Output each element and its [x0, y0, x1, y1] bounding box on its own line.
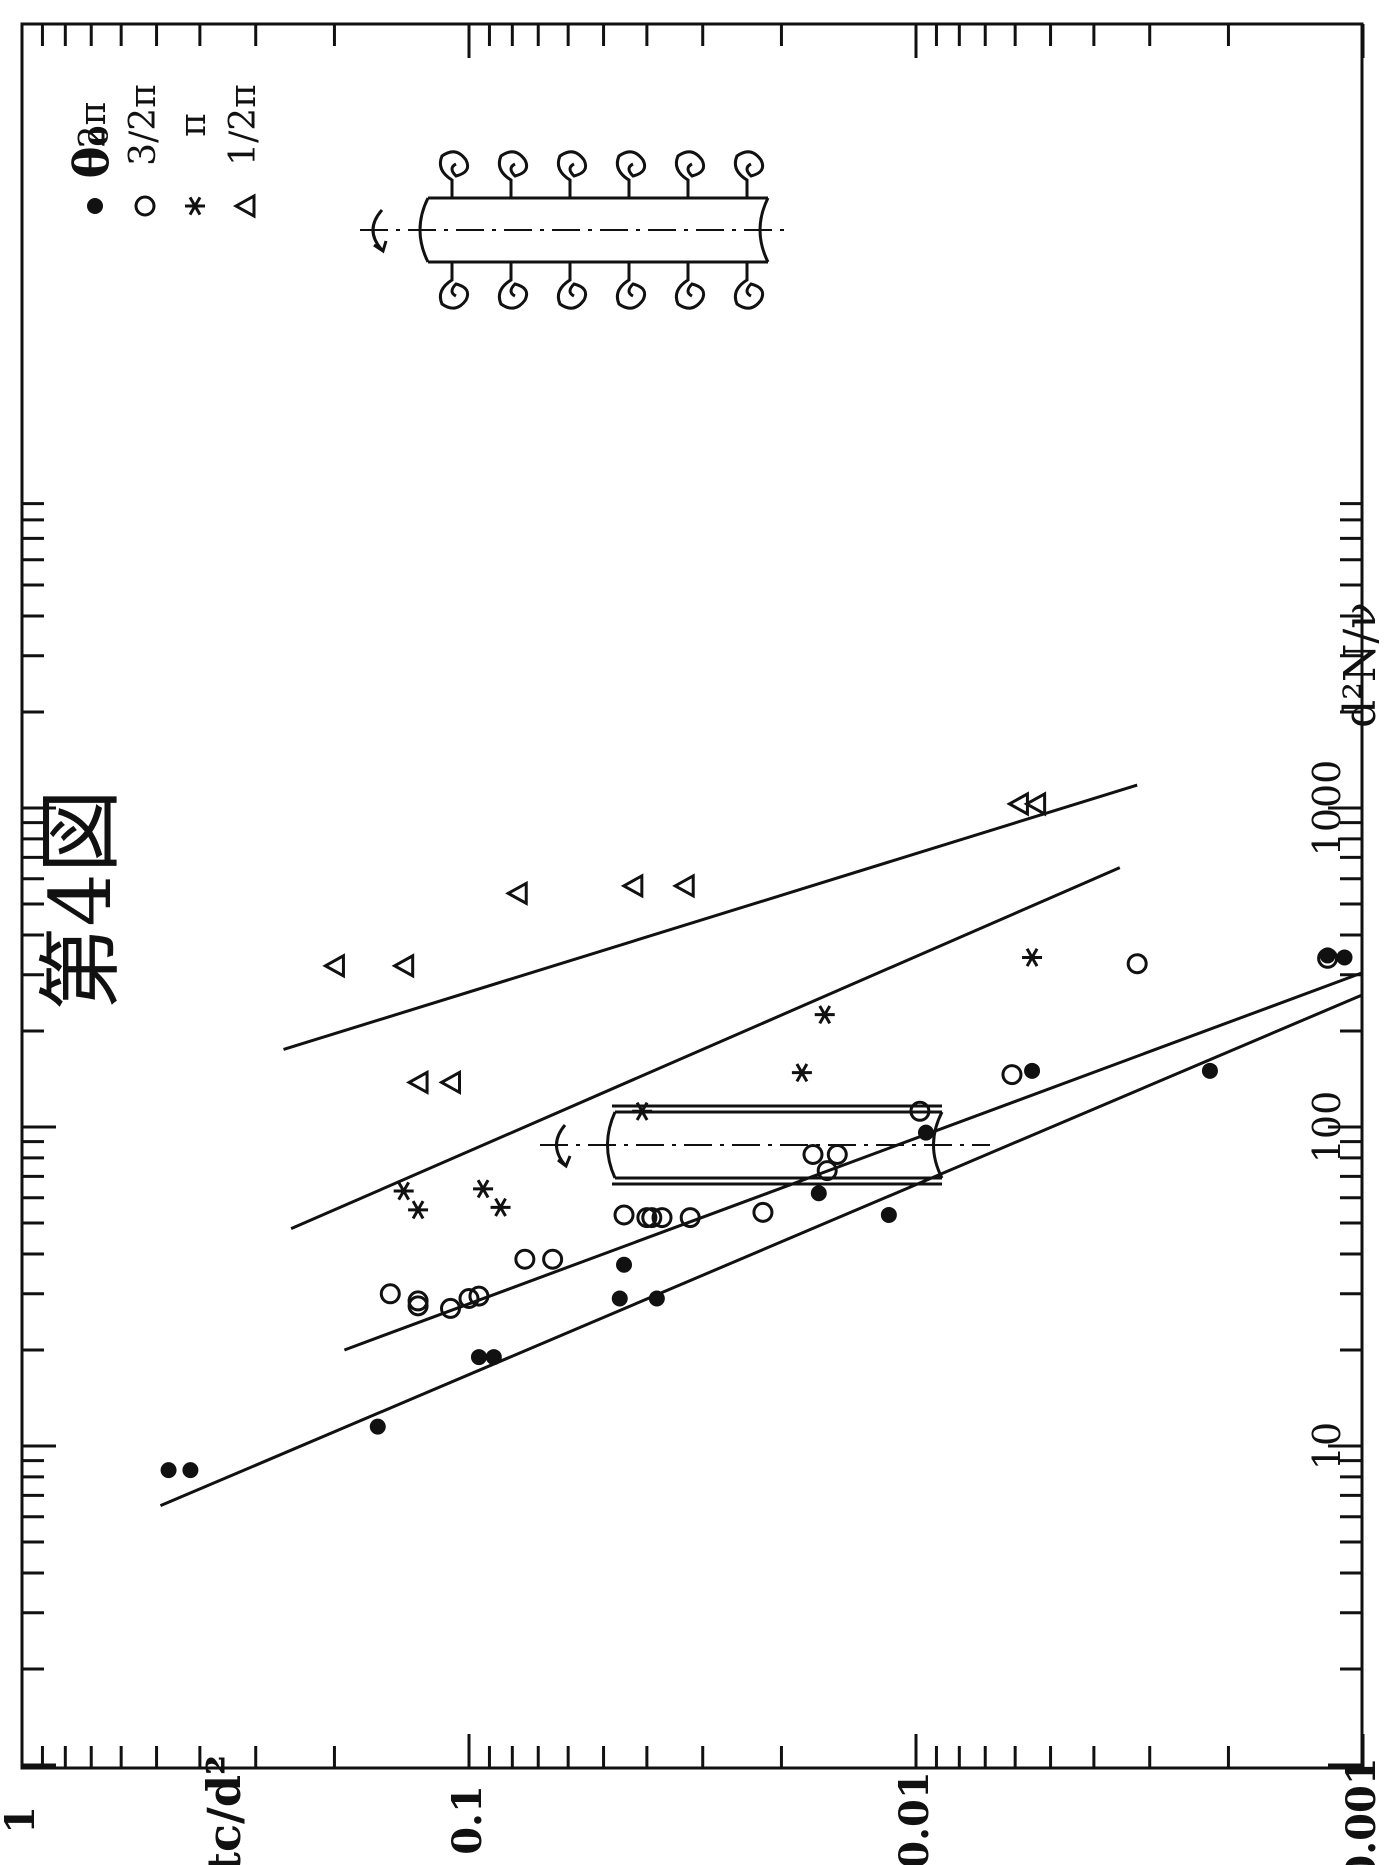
data-point-series-1 — [485, 1349, 502, 1366]
data-point-series-2 — [458, 1287, 480, 1309]
legend-marker-4 — [232, 193, 256, 219]
legend-label-4: 1/2π — [223, 84, 264, 166]
legend-items: 2π 3/2π π 1/2π — [73, 84, 264, 219]
axis-ticks — [22, 24, 1365, 1768]
rotation-arrow-icon — [555, 1124, 572, 1169]
data-point-series-1 — [1201, 1062, 1218, 1079]
inset-finned-cylinder — [360, 150, 790, 310]
data-points — [160, 791, 1353, 1479]
fit-line-4 — [283, 783, 1138, 1051]
legend-title: θ₀ — [64, 125, 120, 178]
x-tick-label: 10 — [1305, 1422, 1349, 1470]
legend-marker-3 — [185, 196, 205, 216]
fit-line-1 — [159, 993, 1364, 1508]
data-point-series-3 — [814, 1005, 835, 1025]
fin-top — [733, 150, 765, 198]
x-tick-labels: 10 100 1000 — [1305, 760, 1349, 1471]
data-point-series-4 — [672, 873, 695, 899]
fins — [438, 150, 765, 310]
legend-marker-1 — [87, 198, 103, 214]
data-point-series-2 — [752, 1201, 774, 1223]
data-point-series-2 — [826, 1143, 848, 1165]
data-point-series-2 — [542, 1248, 564, 1270]
fit-line-2 — [343, 971, 1364, 1352]
data-point-series-4 — [405, 1069, 429, 1095]
y-axis-label: νtc/d² — [197, 1755, 251, 1865]
data-point-series-1 — [369, 1418, 386, 1435]
data-point-series-2 — [439, 1297, 461, 1319]
rotation-arrow-icon — [371, 208, 388, 254]
x-tick-label: 100 — [1305, 1091, 1349, 1164]
data-point-series-1 — [611, 1290, 628, 1307]
legend-label-3: π — [173, 113, 214, 137]
legend-label-2: 3/2π — [123, 84, 164, 166]
data-point-series-2 — [679, 1207, 701, 1229]
inset-smooth-cylinder — [540, 1104, 990, 1186]
legend: θ₀ 2π 3/2π π 1/2π — [64, 84, 264, 219]
data-point-series-2 — [1317, 947, 1339, 969]
fin-top — [497, 150, 529, 198]
data-point-series-3 — [490, 1197, 511, 1217]
legend-label-1: 2π — [73, 102, 114, 149]
fin-bottom — [497, 262, 529, 310]
fin-top — [615, 150, 647, 198]
data-point-series-1 — [917, 1124, 934, 1141]
fin-top — [674, 150, 706, 198]
data-point-series-2 — [816, 1160, 838, 1182]
y-tick-label: 0.01 — [891, 1771, 938, 1865]
data-point-series-1 — [880, 1206, 897, 1223]
data-point-series-1 — [160, 1462, 177, 1479]
data-point-series-1 — [1024, 1062, 1041, 1079]
y-tick-labels: 1 0.1 0.01 0.001 — [0, 1757, 1384, 1865]
data-point-series-4 — [322, 953, 345, 979]
data-point-series-3 — [473, 1179, 494, 1199]
data-point-series-3 — [408, 1200, 429, 1220]
data-point-series-4 — [1023, 791, 1047, 817]
data-point-series-2 — [468, 1285, 490, 1307]
data-point-series-2 — [1001, 1064, 1023, 1086]
data-point-series-3 — [1022, 948, 1043, 967]
y-tick-label: 1 — [0, 1806, 44, 1834]
data-point-series-1 — [1336, 949, 1353, 966]
data-point-series-4 — [438, 1069, 461, 1095]
data-point-series-1 — [648, 1290, 665, 1307]
fin-bottom — [438, 262, 470, 310]
data-point-series-2 — [636, 1207, 658, 1229]
data-point-series-2 — [514, 1248, 536, 1270]
data-point-series-2 — [613, 1204, 635, 1226]
data-point-series-3 — [791, 1063, 812, 1083]
fin-bottom — [556, 262, 588, 310]
data-point-series-2 — [407, 1290, 429, 1312]
data-point-series-1 — [182, 1462, 199, 1479]
fin-bottom — [615, 262, 647, 310]
data-point-series-4 — [391, 953, 415, 979]
y-tick-label: 0.1 — [444, 1785, 491, 1855]
fin-bottom — [674, 262, 706, 310]
data-point-series-2 — [379, 1283, 401, 1305]
x-axis-label: d²N/ν — [1335, 602, 1384, 728]
fit-lines — [159, 783, 1364, 1508]
data-point-series-1 — [470, 1349, 487, 1366]
data-point-series-1 — [616, 1256, 633, 1273]
x-tick-label: 1000 — [1305, 760, 1349, 857]
fin-bottom — [733, 262, 765, 310]
data-point-series-2 — [1126, 953, 1148, 975]
data-point-series-3 — [393, 1181, 414, 1201]
fin-top — [556, 150, 588, 198]
plot-frame — [20, 22, 1364, 1770]
fit-line-3 — [290, 866, 1121, 1231]
fin-top — [438, 150, 470, 198]
legend-marker-2 — [134, 195, 156, 217]
chart-title: 第4図 — [32, 789, 130, 1010]
data-point-series-2 — [651, 1207, 673, 1229]
data-point-series-1 — [810, 1185, 827, 1202]
data-point-series-2 — [802, 1143, 824, 1165]
y-tick-label: 0.001 — [1338, 1757, 1384, 1865]
data-point-series-4 — [620, 873, 644, 899]
data-point-series-4 — [505, 880, 528, 906]
